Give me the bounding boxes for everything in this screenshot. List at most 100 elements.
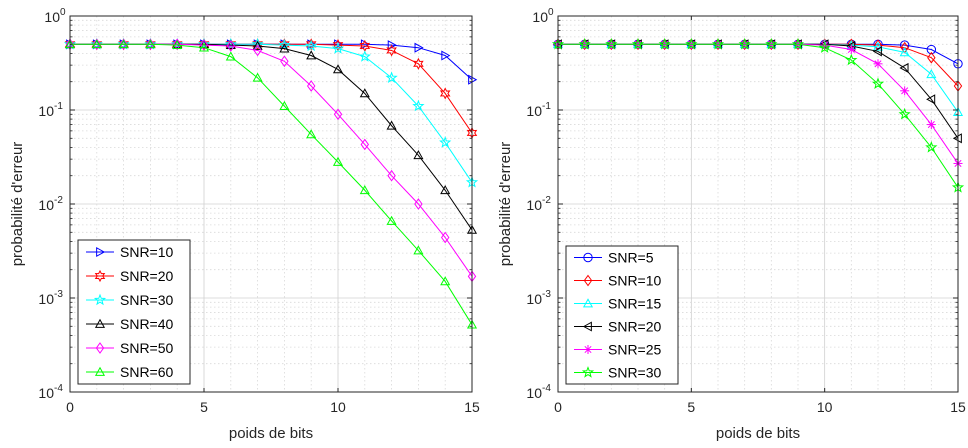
data-point <box>872 41 884 51</box>
data-point <box>91 39 102 49</box>
data-point <box>413 57 424 70</box>
legend-marker <box>583 274 593 287</box>
y-tick-exponent: -3 <box>54 289 63 300</box>
data-point <box>387 169 396 182</box>
y-tick-exponent: -4 <box>542 383 551 394</box>
data-point <box>198 42 210 52</box>
y-tick-label: 10 <box>532 9 548 25</box>
data-point <box>899 47 910 57</box>
data-point <box>791 37 805 50</box>
legend-marker <box>581 366 595 378</box>
legend-label: SNR=30 <box>608 365 662 381</box>
data-point <box>605 37 618 50</box>
legend-item: SNR=60 <box>86 364 174 380</box>
x-axis-label: poids de bits <box>716 425 800 442</box>
x-tick-label: 0 <box>66 399 74 415</box>
data-point <box>145 39 156 49</box>
data-point <box>359 185 370 195</box>
data-point <box>440 185 451 195</box>
legend-label: SNR=60 <box>120 364 174 380</box>
data-point <box>226 40 236 52</box>
data-point <box>385 71 398 84</box>
legend-box <box>77 239 191 385</box>
legend-label: SNR=25 <box>608 342 662 358</box>
data-point <box>171 37 184 50</box>
x-tick-label: 10 <box>817 399 833 415</box>
legend-item: SNR=10 <box>86 244 174 260</box>
y-tick-exponent: 0 <box>60 7 66 18</box>
data-point <box>252 72 263 82</box>
legend-item: SNR=50 <box>86 340 174 356</box>
legend-marker <box>94 318 106 328</box>
x-tick-label: 5 <box>687 399 695 415</box>
data-point <box>358 50 371 62</box>
data-point <box>279 38 290 51</box>
data-point <box>413 245 424 255</box>
data-point <box>225 51 236 61</box>
data-point <box>926 44 937 55</box>
data-point <box>197 37 211 50</box>
legend-item: SNR=30 <box>574 365 662 381</box>
y-axis-label: probabilité d'erreur <box>497 142 514 267</box>
legend-marker <box>93 293 107 306</box>
legend-marker <box>94 269 106 283</box>
data-point <box>414 198 423 210</box>
data-point <box>279 43 290 53</box>
y-tick-exponent: -1 <box>542 101 551 112</box>
legend: SNR=10 SNR=20 SNR=30 SNR=40 SNR=50 SNR=60 <box>77 239 191 385</box>
x-tick-label: 10 <box>330 399 346 415</box>
data-point <box>414 42 424 53</box>
data-point <box>899 62 909 74</box>
data-point <box>898 107 911 120</box>
data-point <box>765 37 778 50</box>
data-point <box>146 38 155 51</box>
data-point <box>440 276 451 286</box>
data-point <box>845 53 858 66</box>
data-point <box>926 69 937 79</box>
data-point <box>439 136 452 148</box>
legend-label: SNR=40 <box>120 316 174 332</box>
data-point <box>306 50 317 60</box>
data-point <box>117 37 130 50</box>
y-tick-exponent: -3 <box>542 289 551 300</box>
legend-item: SNR=10 <box>574 273 662 289</box>
y-tick-exponent: -2 <box>54 195 63 206</box>
y-tick-label: 10 <box>526 103 542 119</box>
data-point <box>359 88 370 98</box>
data-point <box>305 38 317 51</box>
x-tick-label: 5 <box>200 399 208 415</box>
legend-marker <box>96 246 106 258</box>
series-SNR=30 <box>551 37 965 193</box>
data-point <box>413 150 424 160</box>
y-tick-label: 10 <box>38 197 54 213</box>
data-point <box>279 100 290 110</box>
legend-item: SNR=5 <box>574 250 654 266</box>
x-axis-label: poids de bits <box>229 425 313 442</box>
legend-item: SNR=25 <box>574 342 662 358</box>
legend-label: SNR=10 <box>120 244 174 260</box>
legend-marker <box>583 345 593 354</box>
legend-item: SNR=40 <box>86 316 174 332</box>
data-point <box>818 41 831 53</box>
data-point <box>386 44 397 57</box>
data-point <box>872 46 882 57</box>
data-point <box>305 39 318 52</box>
data-point <box>871 77 885 89</box>
y-tick-exponent: 0 <box>548 7 554 18</box>
legend-marker <box>583 252 593 263</box>
data-point <box>925 140 938 153</box>
data-point <box>92 38 102 51</box>
data-point <box>900 86 910 96</box>
y-axis-label: probabilité d'erreur <box>9 142 26 267</box>
data-point <box>899 40 910 50</box>
data-point <box>172 39 183 49</box>
x-tick-label: 15 <box>950 399 966 415</box>
legend-marker <box>582 321 592 332</box>
data-point <box>412 99 425 112</box>
data-point <box>90 37 103 50</box>
y-tick-exponent: -1 <box>54 101 63 112</box>
y-tick-label: 10 <box>526 197 542 213</box>
